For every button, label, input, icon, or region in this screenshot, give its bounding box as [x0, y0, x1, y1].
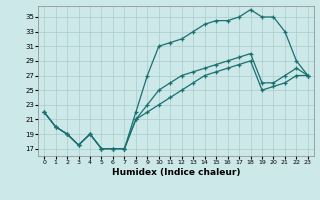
- X-axis label: Humidex (Indice chaleur): Humidex (Indice chaleur): [112, 168, 240, 177]
